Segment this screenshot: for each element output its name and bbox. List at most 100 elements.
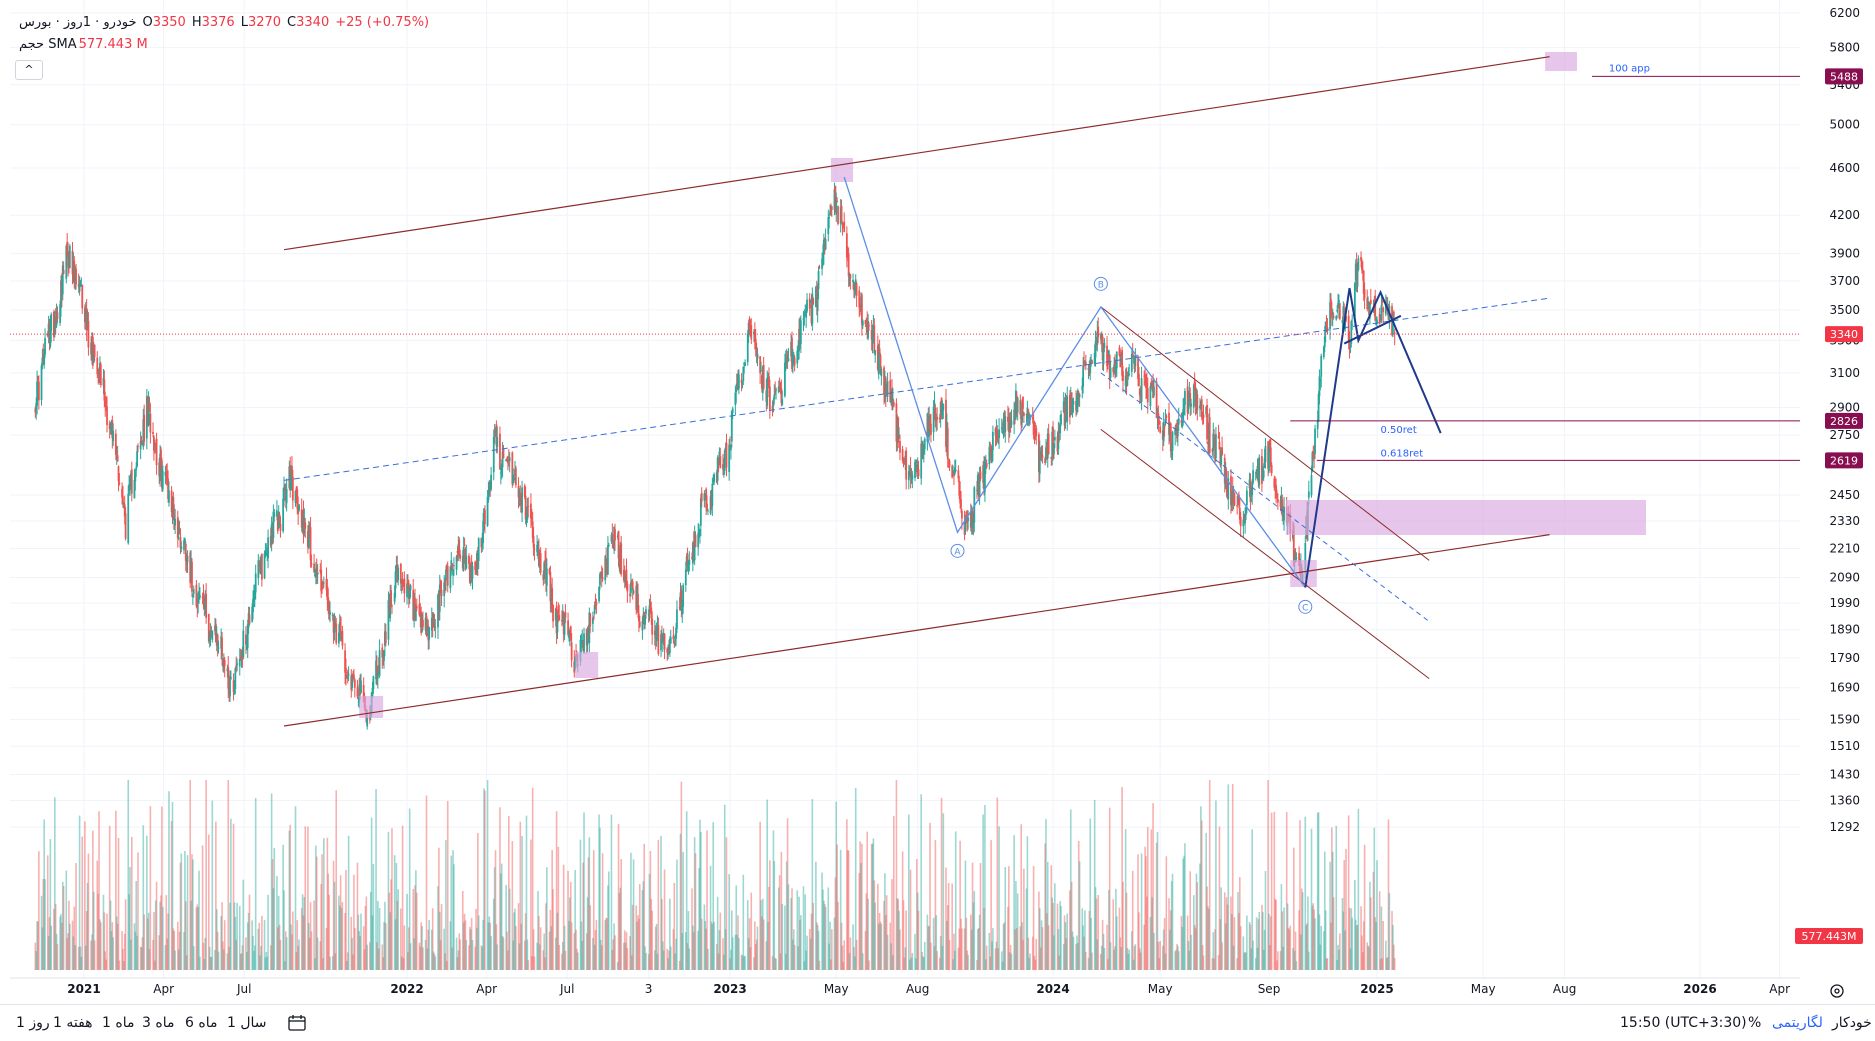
- calendar-range-icon[interactable]: [286, 1013, 308, 1033]
- percent-toggle[interactable]: %: [1748, 1015, 1762, 1031]
- lower-channel-line[interactable]: [283, 534, 1550, 727]
- candle: [1349, 346, 1352, 349]
- volume-bar: [674, 953, 676, 970]
- volume-bar: [202, 942, 205, 970]
- candle: [1175, 424, 1177, 429]
- volume-bar: [711, 924, 714, 970]
- volume-bar: [606, 918, 608, 970]
- candle: [684, 569, 687, 586]
- midline-dashed[interactable]: [283, 297, 1550, 481]
- falling-channel-upper[interactable]: [1100, 306, 1430, 561]
- volume-bar: [682, 851, 684, 970]
- candle: [961, 511, 963, 519]
- volume-bar: [418, 942, 421, 970]
- volume-bar: [676, 859, 678, 970]
- candle: [1292, 525, 1295, 566]
- volume-bar: [861, 843, 863, 970]
- volume-bar: [1115, 916, 1118, 970]
- candle: [1382, 307, 1385, 313]
- log-scale-toggle[interactable]: لگاریتمی: [1772, 1015, 1823, 1031]
- volume-bar: [1102, 934, 1105, 970]
- candle: [1041, 455, 1044, 458]
- triangle-base[interactable]: [1343, 314, 1402, 345]
- volume-bar: [870, 843, 873, 970]
- volume-bar: [849, 937, 852, 970]
- timezone-time[interactable]: 15:50 (UTC+3:30): [1620, 1015, 1747, 1031]
- falling-channel-lower[interactable]: [1100, 429, 1430, 680]
- volume-bar: [933, 946, 936, 970]
- volume-bar: [1300, 888, 1303, 970]
- upper-channel-line[interactable]: [283, 56, 1550, 251]
- candle: [449, 566, 452, 589]
- candle: [611, 534, 614, 542]
- collapse-legend-button[interactable]: ^: [15, 60, 43, 80]
- volume-bar: [501, 935, 504, 970]
- volume-bar: [474, 946, 476, 970]
- timeframe-1m-button[interactable]: 1 ماه: [102, 1015, 135, 1031]
- volume-bar: [66, 938, 68, 970]
- volume-bar: [945, 867, 947, 970]
- volume-bar: [476, 927, 478, 970]
- candle: [512, 474, 515, 484]
- volume-bar: [1016, 893, 1019, 970]
- volume-bar: [831, 929, 833, 970]
- abc-wave-path[interactable]: [843, 176, 1306, 588]
- candle: [208, 638, 211, 641]
- auto-scale-toggle[interactable]: خودکار: [1832, 1015, 1872, 1031]
- timeframe-1d-button[interactable]: 1 روز: [16, 1015, 50, 1031]
- volume-bar: [192, 946, 195, 970]
- retracement-zone: [1285, 500, 1647, 535]
- settings-gear-icon[interactable]: [1828, 982, 1846, 1000]
- volume-bar: [736, 934, 738, 970]
- volume-bar: [141, 937, 144, 970]
- timeframe-3m-button[interactable]: 3 ماه: [142, 1015, 175, 1031]
- falling-channel-mid[interactable]: [1100, 372, 1430, 622]
- timeframe-1w-button[interactable]: 1 هفته: [53, 1015, 93, 1031]
- candle: [1016, 397, 1019, 413]
- volume-bar: [959, 840, 961, 970]
- candle: [267, 537, 269, 559]
- candle: [205, 593, 208, 618]
- candle: [830, 206, 833, 210]
- candle: [1138, 373, 1140, 387]
- volume-bar: [797, 946, 799, 970]
- volume-bar: [715, 944, 718, 970]
- forecast-path[interactable]: [1304, 287, 1442, 588]
- candle: [605, 558, 608, 572]
- candle: [607, 545, 610, 547]
- candle: [1368, 303, 1371, 319]
- candle: [1338, 299, 1340, 307]
- timeframe-6m-button[interactable]: 6 ماه: [185, 1015, 218, 1031]
- timeframe-1y-button[interactable]: 1 سال: [227, 1015, 267, 1031]
- volume-bar: [976, 959, 978, 970]
- candle: [905, 450, 908, 480]
- candle: [1369, 299, 1372, 304]
- legend: خودرو · 1روز · بورس O3350 H3376 L3270 C3…: [19, 11, 429, 55]
- candle: [1189, 393, 1192, 407]
- candle: [892, 402, 895, 407]
- volume-bar: [492, 898, 495, 970]
- volume-bar: [1064, 922, 1067, 970]
- volume-bar: [1183, 855, 1185, 970]
- volume-bar: [211, 800, 214, 970]
- volume-bar: [195, 907, 198, 970]
- candle: [128, 484, 131, 491]
- volume-bar: [261, 915, 263, 970]
- candle: [630, 582, 632, 593]
- volume-bar: [824, 906, 827, 970]
- volume-bar: [823, 904, 826, 970]
- volume-bar: [1357, 808, 1360, 970]
- candle: [391, 605, 393, 607]
- time-tick-label: Sep: [1258, 982, 1281, 996]
- volume-bar: [1109, 942, 1112, 970]
- candle: [756, 353, 759, 359]
- candle: [837, 206, 839, 224]
- candle: [294, 490, 297, 503]
- volume-bar: [301, 894, 304, 970]
- volume-bar: [96, 860, 99, 970]
- volume-bar: [72, 936, 75, 970]
- candle: [957, 470, 960, 479]
- volume-bar: [192, 859, 194, 970]
